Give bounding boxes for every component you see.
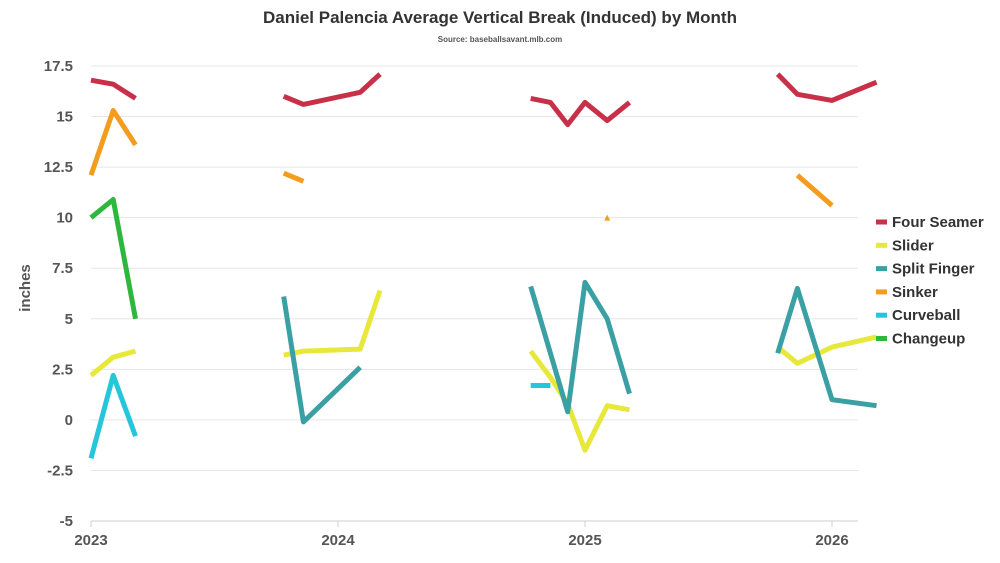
legend-label: Slider <box>892 237 934 254</box>
series-line <box>775 72 878 103</box>
series-point <box>604 214 611 221</box>
series-line <box>530 95 632 128</box>
series-line <box>89 197 138 320</box>
series-line <box>90 77 137 101</box>
x-tick-label: 2024 <box>321 532 355 549</box>
series-line <box>283 289 383 358</box>
series-line <box>775 285 877 409</box>
series-split-finger <box>281 279 877 425</box>
y-tick-label: 7.5 <box>52 260 73 277</box>
y-tick-label: 12.5 <box>44 159 73 176</box>
y-tick-label: 17.5 <box>44 58 73 75</box>
legend-label: Split Finger <box>892 261 975 278</box>
series-line <box>282 72 382 107</box>
series-curveball <box>88 372 551 459</box>
legend-label: Curveball <box>892 307 960 324</box>
series-line <box>88 372 138 459</box>
series-sinker <box>88 108 834 221</box>
legend-item: Sinker <box>876 284 938 301</box>
series-line <box>89 348 137 378</box>
y-tick-label: 15 <box>56 109 73 126</box>
legend: Four Seamer Slider Split Finger Sinker Curve… <box>876 214 984 348</box>
y-tick-label: 5 <box>65 311 73 328</box>
series-line <box>282 170 305 184</box>
x-tick-label: 2025 <box>568 532 601 549</box>
x-tick-label: 2026 <box>815 532 848 549</box>
legend-label: Sinker <box>892 284 938 301</box>
y-tick-label: 0 <box>65 412 73 429</box>
legend-label: Changeup <box>892 331 965 348</box>
series-changeup <box>89 197 138 320</box>
series-line <box>795 173 834 208</box>
legend-item: Changeup <box>876 331 965 348</box>
chart-title: Daniel Palencia Average Vertical Break (… <box>263 8 737 27</box>
series-line <box>281 296 362 425</box>
grid-layer <box>91 65 858 522</box>
series-layer <box>88 72 878 459</box>
legend-item: Split Finger <box>876 261 975 278</box>
legend-item: Curveball <box>876 307 960 324</box>
series-slider <box>89 289 878 453</box>
chart-subtitle: Source: baseballsavant.mlb.com <box>438 35 563 44</box>
series-line <box>88 108 138 177</box>
y-tick-label: 10 <box>56 210 73 227</box>
series-line <box>528 279 632 415</box>
x-tick-label: 2023 <box>74 532 107 549</box>
legend-item: Four Seamer <box>876 214 984 231</box>
legend-item: Slider <box>876 237 934 254</box>
y-tick-label: -2.5 <box>47 462 73 479</box>
series-line <box>776 334 878 366</box>
y-axis-label: inches <box>17 264 34 312</box>
legend-label: Four Seamer <box>892 214 984 231</box>
series-line <box>528 349 630 453</box>
y-tick-label: 2.5 <box>52 361 73 378</box>
series-four-seamer <box>90 72 878 128</box>
y-tick-label: -5 <box>60 513 73 530</box>
